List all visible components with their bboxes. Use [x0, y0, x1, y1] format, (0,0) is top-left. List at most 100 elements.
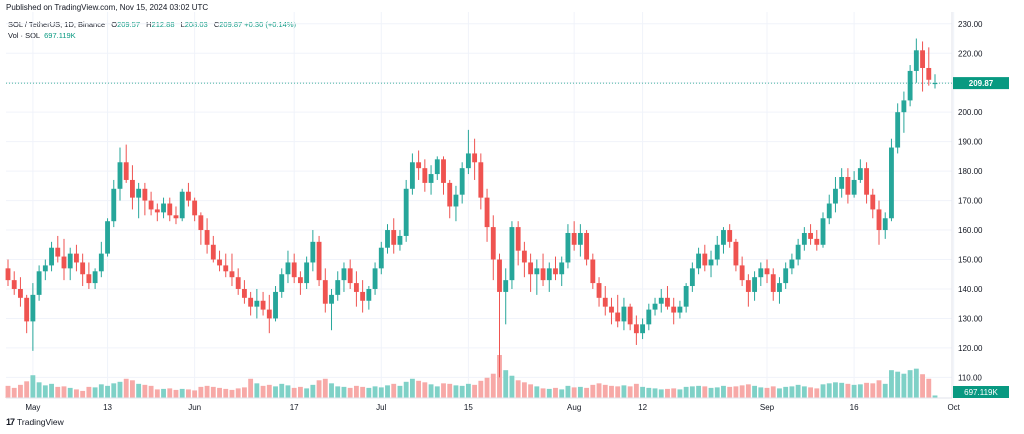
y-tick-label: 180.00 — [958, 167, 983, 176]
candle-body — [528, 262, 534, 275]
volume-label[interactable]: Vol · SOL — [8, 31, 41, 40]
volume-bar — [167, 388, 173, 398]
volume-bar — [677, 389, 683, 398]
volume-bars — [5, 355, 938, 398]
volume-tag-label: 697.119K — [964, 388, 998, 397]
candle-body — [36, 271, 42, 295]
volume-bar — [503, 370, 509, 398]
volume-bar — [403, 381, 409, 398]
candle-body — [18, 288, 23, 298]
candle-body — [789, 259, 795, 269]
volume-bar — [658, 389, 664, 398]
candle-body — [441, 159, 446, 183]
x-tick-label: May — [25, 403, 40, 412]
volume-bar — [596, 383, 602, 398]
y-tick-label: 230.00 — [958, 20, 983, 29]
candle-body — [795, 244, 801, 260]
candle-body — [192, 200, 198, 216]
volume-bar — [378, 387, 384, 398]
candle-body — [559, 262, 565, 275]
high-value: 212.88 — [151, 20, 175, 29]
last-price-tag — [953, 77, 1009, 90]
candle-body — [285, 262, 291, 275]
candle-body — [148, 200, 154, 210]
candle-body — [459, 168, 465, 195]
candle-body — [889, 147, 894, 219]
volume-bar — [204, 385, 210, 398]
candle-body — [727, 230, 733, 242]
volume-bar — [901, 373, 907, 398]
y-tick-label: 110.00 — [958, 373, 982, 382]
candle-body — [932, 83, 938, 85]
volume-bar — [391, 383, 397, 398]
candle-body — [764, 268, 770, 275]
candle-body — [702, 253, 708, 266]
volume-bar — [161, 388, 166, 398]
volume-bar — [111, 383, 117, 398]
candle-body — [341, 268, 347, 281]
candle-body — [596, 283, 602, 298]
candle-body — [24, 297, 30, 322]
candle-body — [876, 209, 882, 231]
volume-bar — [36, 382, 42, 398]
volume-bar — [74, 389, 79, 398]
volume-bar — [304, 388, 310, 398]
candle-body — [621, 306, 627, 322]
candle-body — [770, 274, 776, 292]
candle-body — [515, 227, 521, 251]
volume-bar — [857, 384, 863, 398]
candle-body — [546, 268, 552, 281]
candle-body — [291, 262, 297, 278]
volume-bar — [851, 384, 857, 398]
candle-body — [577, 232, 583, 245]
volume-bar — [920, 374, 925, 398]
symbol-label[interactable]: SOL / TetherUS, 1D, Binance — [8, 20, 106, 29]
volume-bar — [770, 386, 776, 398]
volume-bar — [627, 386, 633, 398]
candle-body — [322, 280, 328, 304]
volume-bar — [484, 377, 490, 398]
y-tick-label: 170.00 — [958, 197, 983, 206]
volume-bar — [422, 382, 428, 398]
volume-bar — [882, 383, 888, 398]
candle-body — [870, 194, 876, 210]
volume-bar — [490, 373, 496, 398]
volume-bar — [5, 385, 11, 398]
volume-bar — [67, 387, 73, 398]
volume-tag — [953, 386, 1009, 398]
candle-body — [814, 238, 820, 245]
candle-body — [540, 268, 546, 281]
candle-body — [229, 271, 235, 278]
volume-bar — [447, 383, 453, 398]
volume-bar — [553, 387, 558, 398]
volume-bar — [229, 389, 235, 398]
candle-body — [347, 268, 353, 284]
candle-body — [484, 197, 490, 228]
volume-legend: Vol · SOL 697.119K — [8, 31, 76, 40]
x-tick-label: 12 — [638, 403, 647, 412]
candle-body — [658, 297, 664, 304]
open-label: O — [111, 20, 118, 29]
volume-bar — [154, 389, 160, 398]
tradingview-brand: TradingView — [17, 417, 64, 427]
high-label: H — [146, 20, 152, 29]
volume-bar — [926, 378, 932, 398]
volume-bar — [689, 386, 695, 398]
volume-bar — [347, 387, 353, 398]
volume-bar — [777, 388, 782, 398]
candle-body — [316, 241, 322, 281]
volume-bar — [864, 382, 869, 398]
candle-body — [223, 265, 229, 272]
candle-body — [67, 253, 73, 269]
candle-body — [671, 306, 677, 313]
candle-body — [845, 177, 851, 195]
candle-body — [403, 188, 409, 236]
volume-bar — [621, 385, 627, 398]
close-label: C — [213, 20, 220, 29]
candle-body — [801, 232, 807, 245]
volume-bar — [820, 384, 826, 398]
volume-bar — [179, 388, 185, 398]
candle-body — [335, 280, 341, 295]
candle-body — [745, 280, 751, 292]
